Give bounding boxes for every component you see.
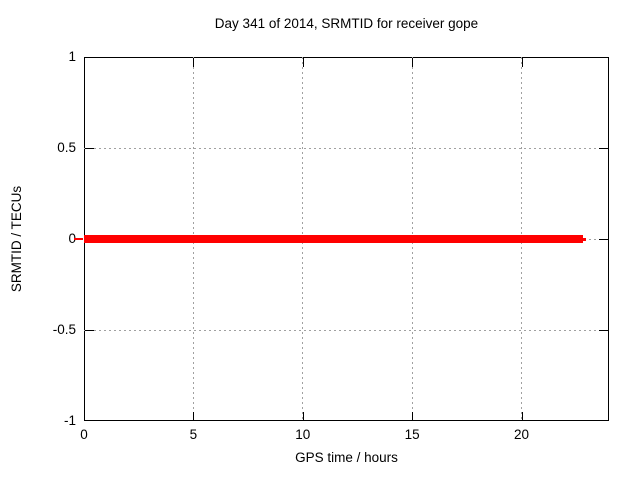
- x-axis-label: GPS time / hours: [295, 450, 398, 465]
- y-tick-label: 0.5: [57, 140, 76, 155]
- chart-title: Day 341 of 2014, SRMTID for receiver gop…: [214, 16, 479, 31]
- data-line-srmtid: [582, 237, 587, 241]
- y-tick-label: 1: [68, 49, 76, 64]
- x-tick-label: 20: [513, 427, 530, 442]
- y-gridline: [84, 329, 609, 331]
- y-tick-right: [599, 239, 608, 240]
- y-tick-label: -1: [63, 413, 76, 428]
- x-tick-bottom: [412, 412, 414, 421]
- x-tick-top: [521, 58, 523, 67]
- y-tick-label: 0: [68, 231, 76, 246]
- x-tick-bottom: [521, 412, 523, 421]
- x-tick-label: 15: [404, 427, 420, 442]
- x-tick-label: 5: [189, 427, 198, 442]
- y-tick-left: [85, 148, 94, 149]
- x-tick-bottom: [302, 412, 304, 421]
- y-tick-label: -0.5: [52, 322, 76, 337]
- y-tick-right: [599, 148, 608, 149]
- x-tick-label: 0: [80, 427, 88, 442]
- red-left-tick: [74, 238, 83, 240]
- y-tick-right: [599, 330, 608, 331]
- x-tick-top: [193, 58, 195, 67]
- x-tick-bottom: [193, 412, 195, 421]
- y-tick-left: [85, 330, 94, 331]
- x-tick-top: [302, 58, 304, 67]
- data-line-srmtid: [84, 235, 583, 243]
- x-tick-top: [412, 58, 414, 67]
- y-gridline: [84, 147, 609, 149]
- x-tick-label: 10: [295, 427, 311, 442]
